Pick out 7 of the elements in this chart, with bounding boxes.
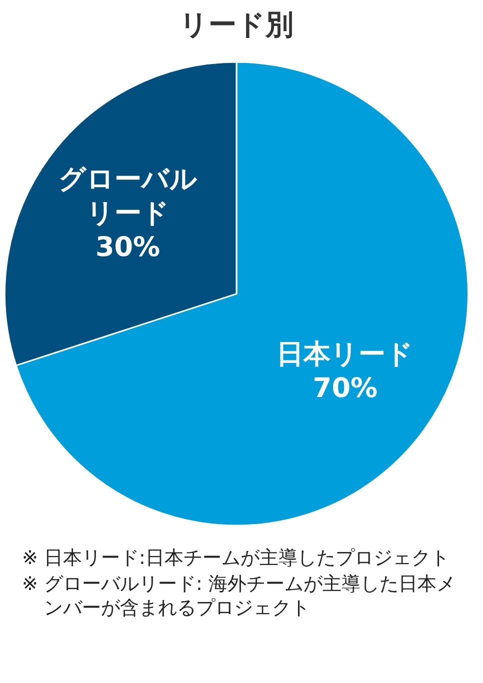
slice-label: グローバルリード [58, 164, 198, 229]
data-label: 30% [95, 232, 160, 263]
slice-label: 日本リード [276, 338, 414, 370]
chart-title: リード別 [180, 8, 294, 42]
text: ※ グローバルリード: 海外チームが主導した日本メンバーが含まれるプロジェクト [22, 572, 456, 620]
data-label: 70% [312, 372, 378, 404]
text: ※ 日本リード:日本チームが主導したプロジェクト [22, 546, 450, 570]
